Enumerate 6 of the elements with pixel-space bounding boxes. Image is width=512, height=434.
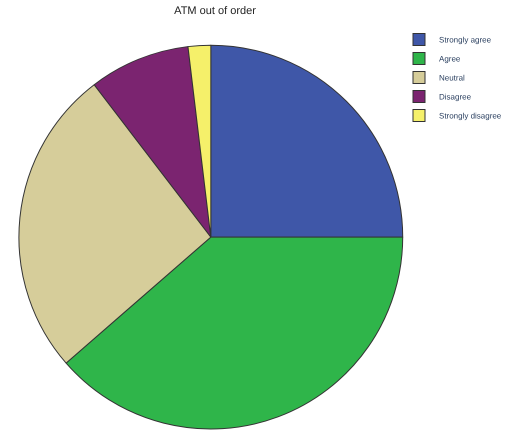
chart-title: ATM out of order [174, 5, 256, 18]
legend-label: Strongly agree [439, 36, 492, 45]
legend-label: Disagree [439, 92, 472, 102]
legend-label: Agree [439, 54, 461, 64]
legend-label: Neutral [439, 74, 466, 83]
legend-label: Strongly disagree [439, 112, 502, 121]
